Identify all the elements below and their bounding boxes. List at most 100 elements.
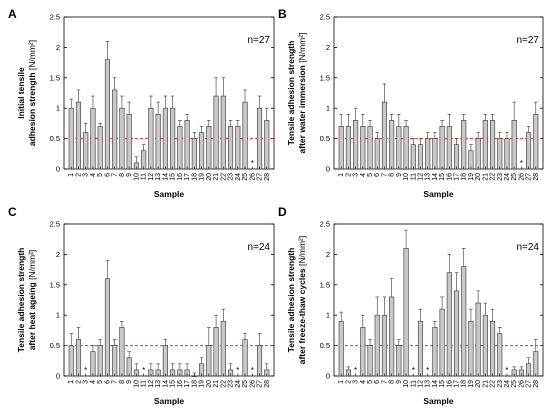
y-tick-label: 2.5 [50, 220, 60, 229]
y-tick-label: 2.5 [320, 220, 330, 229]
panel-letter: A [8, 7, 17, 21]
bar-sample-2 [75, 101, 82, 170]
y-tick-label: 0.5 [50, 134, 60, 143]
sample-count-label: n=24 [247, 242, 270, 253]
x-tick-label: 22 [220, 380, 227, 388]
bar-sample-6 [104, 59, 110, 170]
y-tick-label: 1 [326, 104, 330, 113]
x-tick-label: 8 [119, 173, 126, 177]
x-tick-label: 9 [126, 380, 133, 384]
x-tick-label: 4 [360, 380, 367, 384]
bar-sample-23 [497, 138, 503, 170]
not-measured-marker: * [236, 366, 239, 375]
bar-sample-1 [338, 126, 344, 170]
x-tick-label: 9 [126, 173, 133, 177]
x-tick-label: 4 [360, 173, 367, 177]
x-tick-label: 15 [170, 173, 177, 181]
bar-sample-18 [191, 375, 197, 377]
bar-sample-8 [119, 327, 125, 377]
x-tick-label: 11 [141, 173, 148, 180]
bar-sample-21 [213, 95, 219, 170]
x-tick-label: 18 [461, 380, 468, 388]
bar-sample-13 [155, 113, 161, 170]
x-tick-label: 6 [374, 173, 381, 177]
bar-sample-22 [220, 320, 226, 377]
bar-sample-7 [112, 89, 118, 170]
bar-sample-27 [256, 345, 263, 377]
bar-sample-28 [533, 351, 539, 377]
y-tick-label: 2 [56, 250, 60, 259]
x-tick-label: 10 [403, 173, 410, 181]
x-tick-label: 20 [206, 173, 213, 181]
bar-sample-22 [490, 320, 496, 377]
bar-sample-6 [374, 314, 380, 377]
bar-sample-27 [526, 132, 532, 170]
x-tick-label: 7 [112, 380, 119, 384]
x-tick-label: 20 [475, 173, 482, 181]
x-tick-label: 16 [177, 380, 184, 388]
bar-sample-6 [374, 138, 380, 170]
bar-sample-5 [97, 345, 103, 377]
x-tick-label: 2 [75, 380, 82, 384]
bar-sample-25 [511, 120, 517, 170]
x-tick-label: 23 [228, 173, 235, 181]
y-tick-label: 0 [326, 372, 330, 381]
x-tick-label: 16 [446, 380, 453, 388]
x-tick-label: 1 [68, 380, 75, 384]
x-tick-label: 27 [257, 173, 264, 181]
bar-sample-20 [475, 138, 481, 170]
bar-sample-6 [104, 278, 110, 377]
x-tick-label: 24 [235, 173, 242, 181]
y-axis-title-line2: after heat ageing [N/mm²] [27, 250, 37, 351]
x-tick-label: 7 [112, 173, 119, 177]
bar-sample-16 [446, 126, 452, 170]
not-measured-marker: * [412, 366, 415, 375]
y-axis-title-line2: after water immersion [N/mm²] [297, 33, 307, 154]
bar-sample-27 [256, 107, 263, 170]
y-tick-label: 1 [56, 104, 60, 113]
x-tick-label: 8 [389, 173, 396, 177]
y-tick-label: 0.5 [50, 341, 60, 350]
plot-frame [63, 223, 275, 377]
x-tick-label: 14 [432, 380, 439, 388]
bar-sample-8 [389, 296, 395, 377]
plot-frame [63, 16, 275, 170]
plot-frame [333, 223, 544, 377]
y-tick-label: 1 [56, 311, 60, 320]
x-tick-label: 10 [133, 380, 140, 388]
bar-sample-11 [410, 144, 416, 170]
bar-sample-14 [432, 138, 438, 170]
x-tick-label: 5 [367, 380, 374, 384]
bar-sample-1 [68, 107, 74, 170]
bar-sample-3 [83, 132, 89, 170]
bar-sample-22 [490, 120, 496, 170]
panel-letter: B [278, 7, 287, 21]
x-tick-label: 7 [381, 380, 388, 384]
x-tick-label: 18 [191, 173, 198, 181]
bar-sample-17 [184, 120, 190, 170]
bar-sample-7 [381, 314, 387, 377]
x-tick-label: 25 [242, 380, 249, 388]
x-tick-label: 4 [90, 173, 97, 177]
x-tick-label: 1 [338, 380, 345, 384]
bar-sample-5 [97, 126, 103, 170]
bar-sample-23 [497, 333, 503, 377]
y-tick-label: 0 [326, 165, 330, 174]
y-tick-label: 2 [56, 43, 60, 52]
bar-sample-5 [367, 345, 373, 377]
y-tick-label: 2.5 [50, 13, 60, 22]
x-axis-title: Sample [154, 396, 185, 406]
x-tick-label: 22 [490, 173, 497, 181]
x-tick-label: 24 [235, 380, 242, 388]
bar-sample-14 [162, 107, 168, 170]
sample-count-label: n=27 [247, 35, 270, 46]
x-tick-label: 19 [199, 380, 206, 388]
bar-sample-4 [90, 107, 96, 170]
bar-sample-7 [112, 345, 118, 377]
bar-sample-15 [170, 107, 176, 170]
y-tick-label: 0 [56, 165, 60, 174]
x-tick-label: 27 [526, 380, 533, 388]
